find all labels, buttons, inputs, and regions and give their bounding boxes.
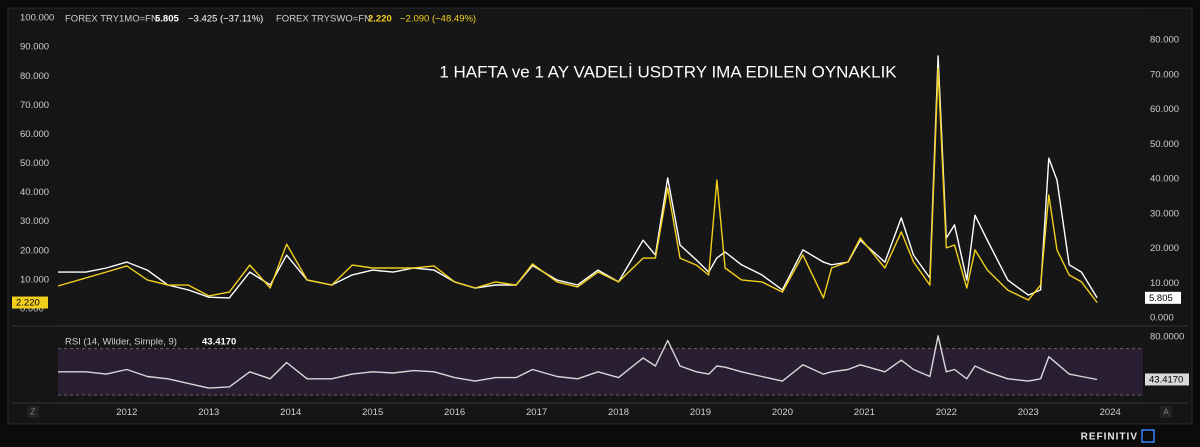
zoom-button[interactable] (27, 406, 39, 418)
legend-change: −2.090 (−48.49%) (400, 14, 476, 25)
y2-tick-label: 60.000 (1150, 104, 1179, 115)
series-line (58, 335, 1098, 389)
y-tick-label: 10.000 (20, 274, 49, 285)
auto-button-label[interactable]: A (1163, 408, 1169, 417)
y-tick-label: 90.000 (20, 42, 49, 53)
y2-tick-label: 50.000 (1150, 139, 1179, 150)
y-tick-label: 70.000 (20, 100, 49, 111)
y-tick-label: 50.000 (20, 158, 49, 169)
brand: REFINITIV (1081, 432, 1138, 443)
x-tick-label: 2023 (1018, 407, 1039, 418)
last-value-box (1145, 373, 1189, 386)
zoom-button-label[interactable]: Z (31, 408, 36, 417)
last-value-label: 5.805 (1149, 293, 1173, 304)
last-value-box (1145, 291, 1181, 304)
legend-name: FOREX TRYSWO=FN (276, 14, 371, 25)
y2-tick-label: 0.000 (1150, 313, 1174, 324)
y2-tick-label: 20.000 (1150, 243, 1179, 254)
x-tick-label: 2013 (198, 407, 219, 418)
y2-tick-label: 80.000 (1150, 35, 1179, 46)
brand-logo (1141, 429, 1155, 443)
y2-tick-label: 40.000 (1150, 174, 1179, 185)
legend-change: −3.425 (−37.11%) (188, 14, 263, 25)
chart-title: 1 HAFTA ve 1 AY VADELİ USDTRY IMA EDILEN… (439, 62, 897, 81)
legend-last: 5.805 (155, 14, 179, 25)
y-tick-label: 40.000 (20, 187, 49, 198)
legend-last: 2.220 (368, 14, 392, 25)
x-tick-label: 2024 (1100, 407, 1121, 418)
series-line (57, 67, 1098, 303)
main-panel (58, 14, 1143, 322)
last-value-box (12, 296, 48, 309)
last-value-label: 2.220 (16, 298, 40, 309)
x-tick-label: 2016 (444, 407, 465, 418)
legend-name: FOREX TRY1MO=FN (65, 14, 158, 25)
x-tick-label: 2012 (116, 407, 137, 418)
y-tick-label: 100.000 (20, 13, 54, 24)
x-tick-label: 2015 (362, 407, 383, 418)
y-tick-label: 80.0000 (1150, 331, 1184, 342)
x-tick-label: 2019 (690, 407, 711, 418)
x-tick-label: 2018 (608, 407, 629, 418)
x-tick-label: 2022 (936, 407, 957, 418)
y-tick-label: 80.000 (20, 71, 49, 82)
y-tick-label: 30.000 (20, 216, 49, 227)
y-tick-label: 20.000 (20, 245, 49, 256)
last-value-label: 43.4170 (1149, 374, 1183, 385)
auto-button[interactable] (1160, 406, 1172, 418)
x-tick-label: 2017 (526, 407, 547, 418)
y2-tick-label: 10.000 (1150, 278, 1179, 289)
x-tick-label: 2020 (772, 407, 793, 418)
y2-tick-label: 70.000 (1150, 69, 1179, 80)
y2-tick-label: 30.000 (1150, 208, 1179, 219)
y-tick-label: 60.000 (20, 129, 49, 140)
x-tick-label: 2021 (854, 407, 875, 418)
y-tick-label: 0.000 (20, 304, 44, 315)
rsi-title: RSI (14, Wilder, Simple, 9) (65, 337, 177, 348)
rsi-last: 43.4170 (202, 337, 236, 348)
x-tick-label: 2014 (280, 407, 301, 418)
